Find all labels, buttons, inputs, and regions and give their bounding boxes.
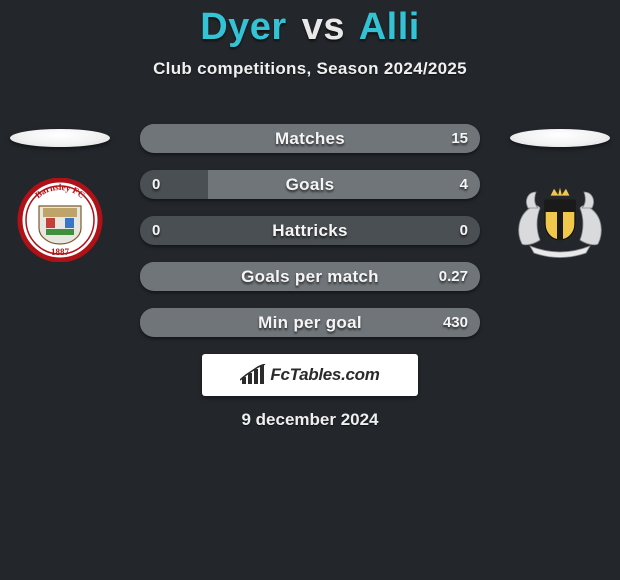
- stat-label: Matches: [140, 124, 480, 153]
- stat-label: Hattricks: [140, 216, 480, 245]
- svg-text:1887: 1887: [51, 247, 70, 257]
- stat-row: 430Min per goal: [140, 308, 480, 337]
- stat-label: Goals: [140, 170, 480, 199]
- stat-label: Min per goal: [140, 308, 480, 337]
- player2-name: Alli: [359, 6, 420, 48]
- fctables-watermark: FcTables.com: [202, 354, 418, 396]
- player1-name: Dyer: [200, 6, 287, 48]
- player2-portrait: [510, 129, 610, 147]
- brand-label: FcTables.com: [270, 365, 379, 385]
- date-stamp: 9 december 2024: [0, 410, 620, 430]
- bar-chart-icon: [240, 364, 266, 386]
- stat-row: 00Hattricks: [140, 216, 480, 245]
- stat-row: 0.27Goals per match: [140, 262, 480, 291]
- stat-row: 04Goals: [140, 170, 480, 199]
- barnsley-crest-icon: Barnsley FC 1887: [10, 178, 110, 262]
- heraldic-crest-icon: [510, 178, 610, 262]
- vs-separator: vs: [302, 6, 345, 48]
- comparison-title: Dyer vs Alli: [0, 0, 620, 49]
- subtitle: Club competitions, Season 2024/2025: [0, 59, 620, 79]
- stat-label: Goals per match: [140, 262, 480, 291]
- stat-row: 15Matches: [140, 124, 480, 153]
- stats-block: 15Matches 04Goals 00Hattricks 0.27Goals per…: [140, 124, 480, 337]
- player1-portrait: [10, 129, 110, 147]
- player1-club-crest: Barnsley FC 1887: [10, 178, 110, 262]
- player2-club-crest: [510, 178, 610, 262]
